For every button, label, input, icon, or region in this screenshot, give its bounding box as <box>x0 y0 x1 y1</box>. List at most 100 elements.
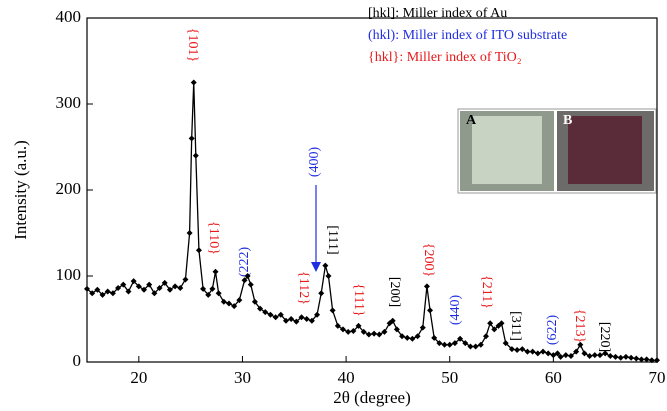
x-tick-label: 20 <box>130 368 147 387</box>
legend-text: {hkl}: Miller index of TiO₂ <box>368 50 522 65</box>
data-point <box>146 281 153 288</box>
data-point <box>355 322 362 329</box>
data-point <box>288 316 295 322</box>
data-point <box>177 285 184 292</box>
data-point <box>339 326 346 333</box>
data-point <box>477 341 484 348</box>
data-point <box>612 353 619 360</box>
data-point <box>633 355 640 362</box>
data-point <box>409 335 416 342</box>
data-point <box>376 331 383 338</box>
data-point <box>236 297 243 304</box>
y-tick-label: 200 <box>56 179 82 198</box>
x-tick-label: 40 <box>338 368 355 387</box>
inset-photos: A B <box>457 108 657 194</box>
data-point <box>498 320 505 327</box>
data-point <box>457 335 464 342</box>
peak-label: {101} <box>185 28 200 62</box>
data-point <box>648 357 655 364</box>
data-point <box>389 317 396 324</box>
data-point <box>502 340 509 347</box>
data-point <box>231 303 238 310</box>
y-tick-label: 300 <box>56 93 82 112</box>
data-point <box>298 314 305 321</box>
data-point <box>192 152 199 159</box>
peak-label: [200] <box>387 277 402 307</box>
data-point <box>607 352 614 359</box>
arrow-head <box>311 262 321 272</box>
x-tick-label: 50 <box>441 368 458 387</box>
data-point <box>597 352 603 359</box>
data-point <box>446 341 453 348</box>
data-point <box>427 307 434 314</box>
legend-text: (hkl): Miller index of ITO substrate <box>368 28 567 43</box>
data-point <box>188 135 195 142</box>
data-point <box>557 353 564 360</box>
data-point <box>399 333 406 340</box>
x-tick-label: 30 <box>234 368 251 387</box>
data-point <box>257 305 264 312</box>
data-point <box>514 346 521 353</box>
data-point <box>567 352 574 359</box>
data-point <box>581 350 588 357</box>
data-point <box>247 281 254 288</box>
peak-label: {213} <box>572 309 587 343</box>
data-point <box>322 262 329 269</box>
data-point <box>205 291 212 298</box>
peak-label: {110} <box>206 221 221 255</box>
data-point <box>329 307 336 314</box>
sample-a <box>472 116 542 184</box>
data-point <box>293 318 300 325</box>
data-point <box>277 311 284 318</box>
y-tick-label: 0 <box>73 351 82 370</box>
data-point <box>524 348 531 355</box>
data-point <box>161 279 168 286</box>
y-tick-label: 400 <box>56 7 82 26</box>
data-point <box>404 334 411 341</box>
data-point <box>643 356 650 363</box>
data-point <box>334 322 341 329</box>
data-point <box>244 273 251 279</box>
data-point <box>267 311 274 318</box>
x-tick-label: 70 <box>649 368 666 387</box>
data-point <box>125 288 132 295</box>
peak-label: (440) <box>448 295 463 326</box>
data-point <box>251 298 258 305</box>
data-point <box>141 286 147 293</box>
data-point <box>195 247 202 254</box>
data-point <box>467 343 474 350</box>
data-point <box>540 348 546 355</box>
peak-label: {200} <box>421 243 436 277</box>
data-point <box>308 317 315 324</box>
peak-label: [111] <box>325 225 340 254</box>
data-point <box>186 230 193 236</box>
data-point <box>591 352 598 359</box>
data-point <box>381 328 388 335</box>
data-point <box>89 290 96 297</box>
peak-label: (400) <box>307 147 322 178</box>
data-point <box>220 298 227 305</box>
data-point <box>654 357 660 364</box>
data-point <box>431 334 438 341</box>
data-point <box>120 281 127 288</box>
data-point <box>135 283 142 290</box>
data-point <box>130 278 137 285</box>
peak-label: [311] <box>508 311 523 341</box>
data-point <box>423 283 430 290</box>
data-point <box>109 290 116 297</box>
data-point <box>451 340 458 347</box>
data-point <box>483 333 489 340</box>
y-axis-label: Intensity (a.u.) <box>11 140 30 240</box>
data-point <box>318 290 325 297</box>
data-point <box>573 348 580 355</box>
x-axis-label: 2θ (degree) <box>333 388 411 407</box>
data-point <box>562 352 569 359</box>
data-point <box>462 340 469 347</box>
data-point <box>628 354 635 361</box>
data-point <box>545 350 552 357</box>
data-point <box>212 268 219 275</box>
data-point <box>441 341 448 348</box>
data-point <box>262 309 269 316</box>
data-point <box>104 288 111 295</box>
